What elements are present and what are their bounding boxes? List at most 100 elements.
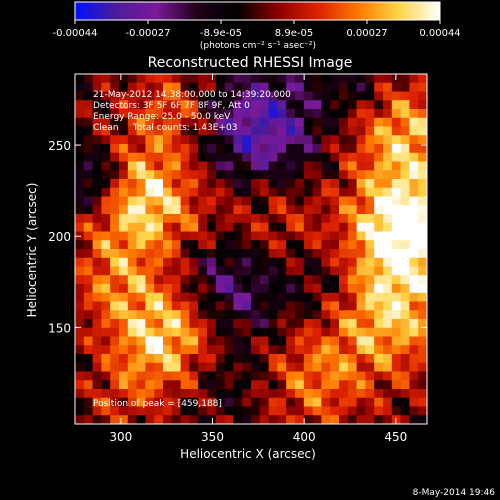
heatmap-cell	[356, 310, 366, 320]
heatmap-cell	[339, 152, 349, 162]
heatmap-cell	[400, 231, 410, 241]
heatmap-cell	[374, 284, 384, 294]
heatmap-cell	[418, 109, 428, 119]
heatmap-cell	[180, 389, 190, 399]
heatmap-cell	[268, 284, 278, 294]
heatmap-cell	[321, 371, 331, 381]
heatmap-cell	[295, 222, 305, 232]
heatmap-cell	[286, 257, 296, 267]
heatmap-cell	[101, 327, 111, 337]
heatmap-cell	[233, 196, 243, 206]
heatmap-cell	[347, 336, 357, 346]
heatmap-cell	[110, 345, 120, 355]
heatmap-cell	[356, 109, 366, 119]
heatmap-cell	[312, 170, 322, 180]
heatmap-cell	[224, 327, 234, 337]
x-axis-ticks: 300 350 400 450	[109, 74, 407, 444]
heatmap-cell	[330, 144, 340, 154]
heatmap-cell	[215, 389, 225, 399]
heatmap-cell	[259, 327, 269, 337]
heatmap-cell	[268, 266, 278, 276]
heatmap-cell	[207, 91, 217, 101]
heatmap-cell	[286, 170, 296, 180]
heatmap-cell	[83, 406, 93, 416]
heatmap-cell	[145, 301, 155, 311]
heatmap-cell	[180, 135, 190, 145]
heatmap-cell	[330, 397, 340, 407]
heatmap-cell	[171, 222, 181, 232]
heatmap-cell	[198, 170, 208, 180]
heatmap-cell	[119, 389, 129, 399]
heatmap-cell	[365, 152, 375, 162]
heatmap-cell	[418, 345, 428, 355]
heatmap-cell	[75, 310, 85, 320]
heatmap-cell	[374, 135, 384, 145]
heatmap-cell	[136, 310, 146, 320]
heatmap-cell	[277, 284, 287, 294]
heatmap-cell	[207, 319, 217, 329]
heatmap-cell	[242, 240, 252, 250]
heatmap-cell	[330, 161, 340, 171]
heatmap-cell	[189, 222, 199, 232]
heatmap-cell	[277, 100, 287, 110]
heatmap-cell	[303, 345, 313, 355]
heatmap-cell	[251, 100, 261, 110]
heatmap-cell	[251, 266, 261, 276]
heatmap-cell	[365, 354, 375, 364]
heatmap-cell	[400, 345, 410, 355]
heatmap-cell	[391, 205, 401, 215]
heatmap-cell	[339, 205, 349, 215]
heatmap-cell	[409, 301, 419, 311]
heatmap-cell	[145, 100, 155, 110]
heatmap-cell	[180, 100, 190, 110]
heatmap-cell	[145, 354, 155, 364]
heatmap-cell	[75, 161, 85, 171]
heatmap-cell	[110, 214, 120, 224]
heatmap-cell	[101, 336, 111, 346]
heatmap-cell	[303, 117, 313, 127]
heatmap-cell	[110, 231, 120, 241]
heatmap-cell	[347, 257, 357, 267]
heatmap-cell	[365, 371, 375, 381]
heatmap-cell	[374, 319, 384, 329]
heatmap-cell	[383, 196, 393, 206]
heatmap-cell	[163, 406, 173, 416]
heatmap-cell	[400, 292, 410, 302]
heatmap-cell	[136, 284, 146, 294]
heatmap-cell	[295, 249, 305, 259]
heatmap-cell	[330, 310, 340, 320]
heatmap-cell	[154, 187, 164, 197]
colorbar-tick-label: -0.00027	[126, 28, 171, 39]
heatmap-cell	[277, 187, 287, 197]
heatmap-cell	[286, 319, 296, 329]
heatmap-cell	[409, 406, 419, 416]
heatmap-cell	[110, 117, 120, 127]
heatmap-cell	[286, 222, 296, 232]
heatmap-cell	[303, 284, 313, 294]
heatmap-cell	[374, 144, 384, 154]
heatmap-cell	[83, 415, 93, 425]
heatmap-cell	[400, 319, 410, 329]
heatmap-cell	[92, 266, 102, 276]
heatmap-cell	[171, 187, 181, 197]
heatmap-cell	[119, 301, 129, 311]
heatmap-cell	[321, 91, 331, 101]
heatmap-cell	[259, 170, 269, 180]
heatmap-cell	[286, 205, 296, 215]
heatmap-cell	[303, 170, 313, 180]
heatmap-cell	[277, 345, 287, 355]
heatmap-cell	[92, 222, 102, 232]
heatmap-cell	[391, 371, 401, 381]
heatmap-cell	[242, 222, 252, 232]
heatmap-cell	[409, 144, 419, 154]
heatmap-cell	[136, 179, 146, 189]
heatmap-cell	[207, 249, 217, 259]
heatmap-cell	[400, 371, 410, 381]
heatmap-cell	[189, 336, 199, 346]
colorbar-gradient	[74, 1, 441, 21]
heatmap-cell	[330, 205, 340, 215]
heatmap-cell	[312, 319, 322, 329]
heatmap-cell	[321, 74, 331, 84]
heatmap-cell	[391, 109, 401, 119]
heatmap-cell	[119, 74, 129, 84]
